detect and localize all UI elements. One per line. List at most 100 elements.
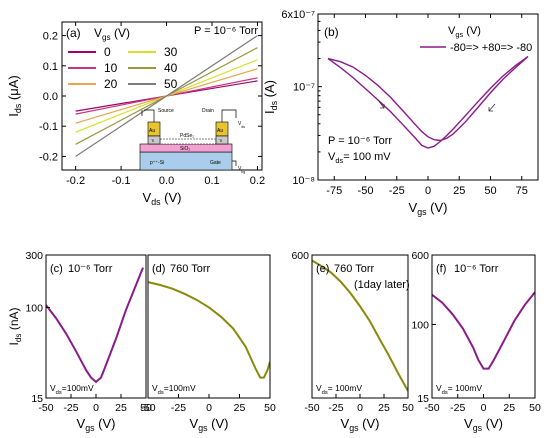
panel-e-x-tick-label: 25 [378, 402, 390, 414]
panel-a-legend-label: 0 [104, 45, 111, 59]
panel-b-label: (b) [324, 25, 339, 39]
panel-b-arrow-up [488, 103, 496, 112]
schematic-source-wire [144, 109, 155, 122]
panel-d-label: (d) [152, 263, 165, 275]
panel-c-y-axis-label: Ids (nA) [7, 308, 23, 346]
panel-c-x-tick-label: 0 [93, 402, 99, 414]
panel-a-x-axis-label: Vds (V) [143, 190, 182, 207]
panel-e-x-axis-label: Vgs (V) [341, 416, 380, 433]
panel-b-arrow-down [377, 99, 385, 109]
panel-b-legend-entry: -80=> +80=> -80 [450, 42, 532, 54]
panel-c-series-group [46, 267, 144, 384]
panel-d-x-tick-label: 25 [234, 402, 246, 414]
panel-f-x-tick-label: -50 [424, 402, 439, 414]
panel-a-x-tick-label: 0.1 [204, 175, 219, 187]
panel-f-y-tick-label: 600 [411, 250, 429, 262]
panel-b-x-tick-label: 25 [453, 185, 465, 197]
device-schematic [139, 109, 237, 171]
schematic-ti-label-left: Ti [151, 138, 154, 143]
panel-a-legend-label: 20 [104, 77, 118, 91]
panel-a-label: (a) [66, 26, 81, 40]
panel-d-x-tick-label: -25 [171, 402, 186, 414]
panel-b-legend-title: Vgs (V) [448, 25, 481, 39]
panel-b-x-axis-label: Vgs (V) [409, 200, 448, 217]
panel-a-legend-label: 50 [164, 77, 178, 91]
panel-c-x-tick-label: -50 [38, 402, 53, 414]
panel-e-frame [311, 254, 409, 399]
panel-f-x-axis-label: Vgs (V) [464, 416, 503, 433]
panel-f-x-tick-label: 50 [529, 402, 541, 414]
schematic-vbg-label: Vbg [238, 166, 245, 174]
panel-b-x-tick-label: -75 [326, 185, 342, 197]
panel-b-x-tick-label: 0 [425, 185, 431, 197]
panel-c-condition-label: 10⁻⁶ Torr [68, 263, 113, 275]
panel-e-label: (e) [316, 263, 329, 275]
panel-c-x-tick-label: 50 [140, 402, 152, 414]
panel-a-x-tick-label: -0.2 [66, 175, 85, 187]
panel-e-y-tick-label: 600 [291, 250, 309, 262]
panel-c-y-tick-label: 100 [25, 302, 43, 314]
series-line-sweep-up [327, 55, 529, 149]
panel-f-label: (f) [436, 263, 446, 275]
panel-e-series-group [312, 259, 408, 392]
panel-e-series-line [312, 259, 408, 392]
panel-b-y-tick-label: 6x10⁻⁷ [281, 9, 315, 21]
schematic-drain-label: Drain [202, 108, 214, 114]
panel-b-x-tick-label: 75 [516, 185, 528, 197]
panel-c-series-line [46, 267, 144, 384]
panel-d-condition-label: 760 Torr [170, 263, 210, 275]
panel-a-legend-label: 10 [104, 61, 118, 75]
schematic-drain-wire [221, 109, 237, 122]
panel-a-y-tick-label: -0.1 [39, 121, 58, 133]
panel-c-x-axis-label: Vgs (V) [77, 416, 116, 433]
panel-e-vds-label: Vds= 100mV [316, 383, 362, 396]
panel-c-label: (c) [50, 263, 63, 275]
panel-c-y-tick-label: 300 [25, 250, 43, 262]
panel-e-condition-label: 760 Torr [334, 263, 374, 275]
panel-f-x-tick-label: -25 [450, 402, 465, 414]
panel-d-x-axis-label: Vgs (V) [190, 416, 229, 433]
panel-b-x-tick-label: -25 [389, 185, 405, 197]
schematic-film [159, 138, 217, 145]
panel-e-condition-label-2: (1day later) [354, 279, 410, 291]
panel-b-y-tick-label: 10⁻⁷ [293, 82, 315, 94]
panel-a-x-tick-label: 0.0 [159, 175, 174, 187]
schematic-au-label-left: Au [149, 128, 155, 134]
panel-a-x-tick-label: 0.2 [250, 175, 265, 187]
panel-b-vds-label: Vds= 100 mV [328, 151, 391, 165]
panel-b-series-group [327, 55, 529, 149]
panel-a-legend-title: Vgs (V) [94, 26, 130, 42]
panel-f-series-group [432, 291, 535, 370]
panel-a-y-axis-label: Ids (μA) [6, 75, 23, 116]
panel-a-y-tick-label: 0.0 [43, 91, 58, 103]
schematic-oxide-label: SiO₂ [180, 146, 190, 152]
panel-f-y-tick-label: 15 [417, 393, 429, 405]
panel-a-legend-label: 30 [164, 45, 178, 59]
panel-d-vds-label: Vds=100mV [152, 383, 196, 396]
panel-f-x-tick-label: 0 [481, 402, 487, 414]
panel-d-x-tick-label: 0 [206, 402, 212, 414]
panel-b-y-axis-label: Ids (A) [262, 80, 279, 114]
series-line-vgs-50 [75, 35, 258, 157]
schematic-au-label-right: Au [217, 128, 223, 134]
panel-b-x-tick-label: 50 [484, 185, 496, 197]
panel-e-x-tick-label: 0 [357, 402, 363, 414]
panel-f-condition-label: 10⁻⁶ Torr [454, 263, 499, 275]
panel-a-x-tick-label: -0.1 [112, 175, 131, 187]
panel-f-frame [431, 254, 536, 399]
panel-c-x-tick-label: 25 [115, 402, 127, 414]
panel-d-series-line [148, 281, 270, 379]
schematic-vds-label: Vds [238, 121, 245, 129]
schematic-ti-label-right: Ti [219, 138, 222, 143]
schematic-source-ti [147, 135, 161, 145]
panel-a-y-tick-label: 0.1 [43, 61, 58, 73]
panel-d-series-group [148, 281, 270, 379]
schematic-substrate-label: p⁺⁺-Si [150, 160, 164, 166]
panel-f-vds-label: Vds= 100mV [436, 383, 482, 396]
panel-d-x-tick-label: 50 [264, 402, 276, 414]
panel-f-y-tick-label: 100 [411, 319, 429, 331]
panel-d-x-tick-label: -50 [140, 402, 155, 414]
schematic-source-label: Source [158, 108, 174, 114]
panel-e-x-tick-label: 50 [402, 402, 414, 414]
